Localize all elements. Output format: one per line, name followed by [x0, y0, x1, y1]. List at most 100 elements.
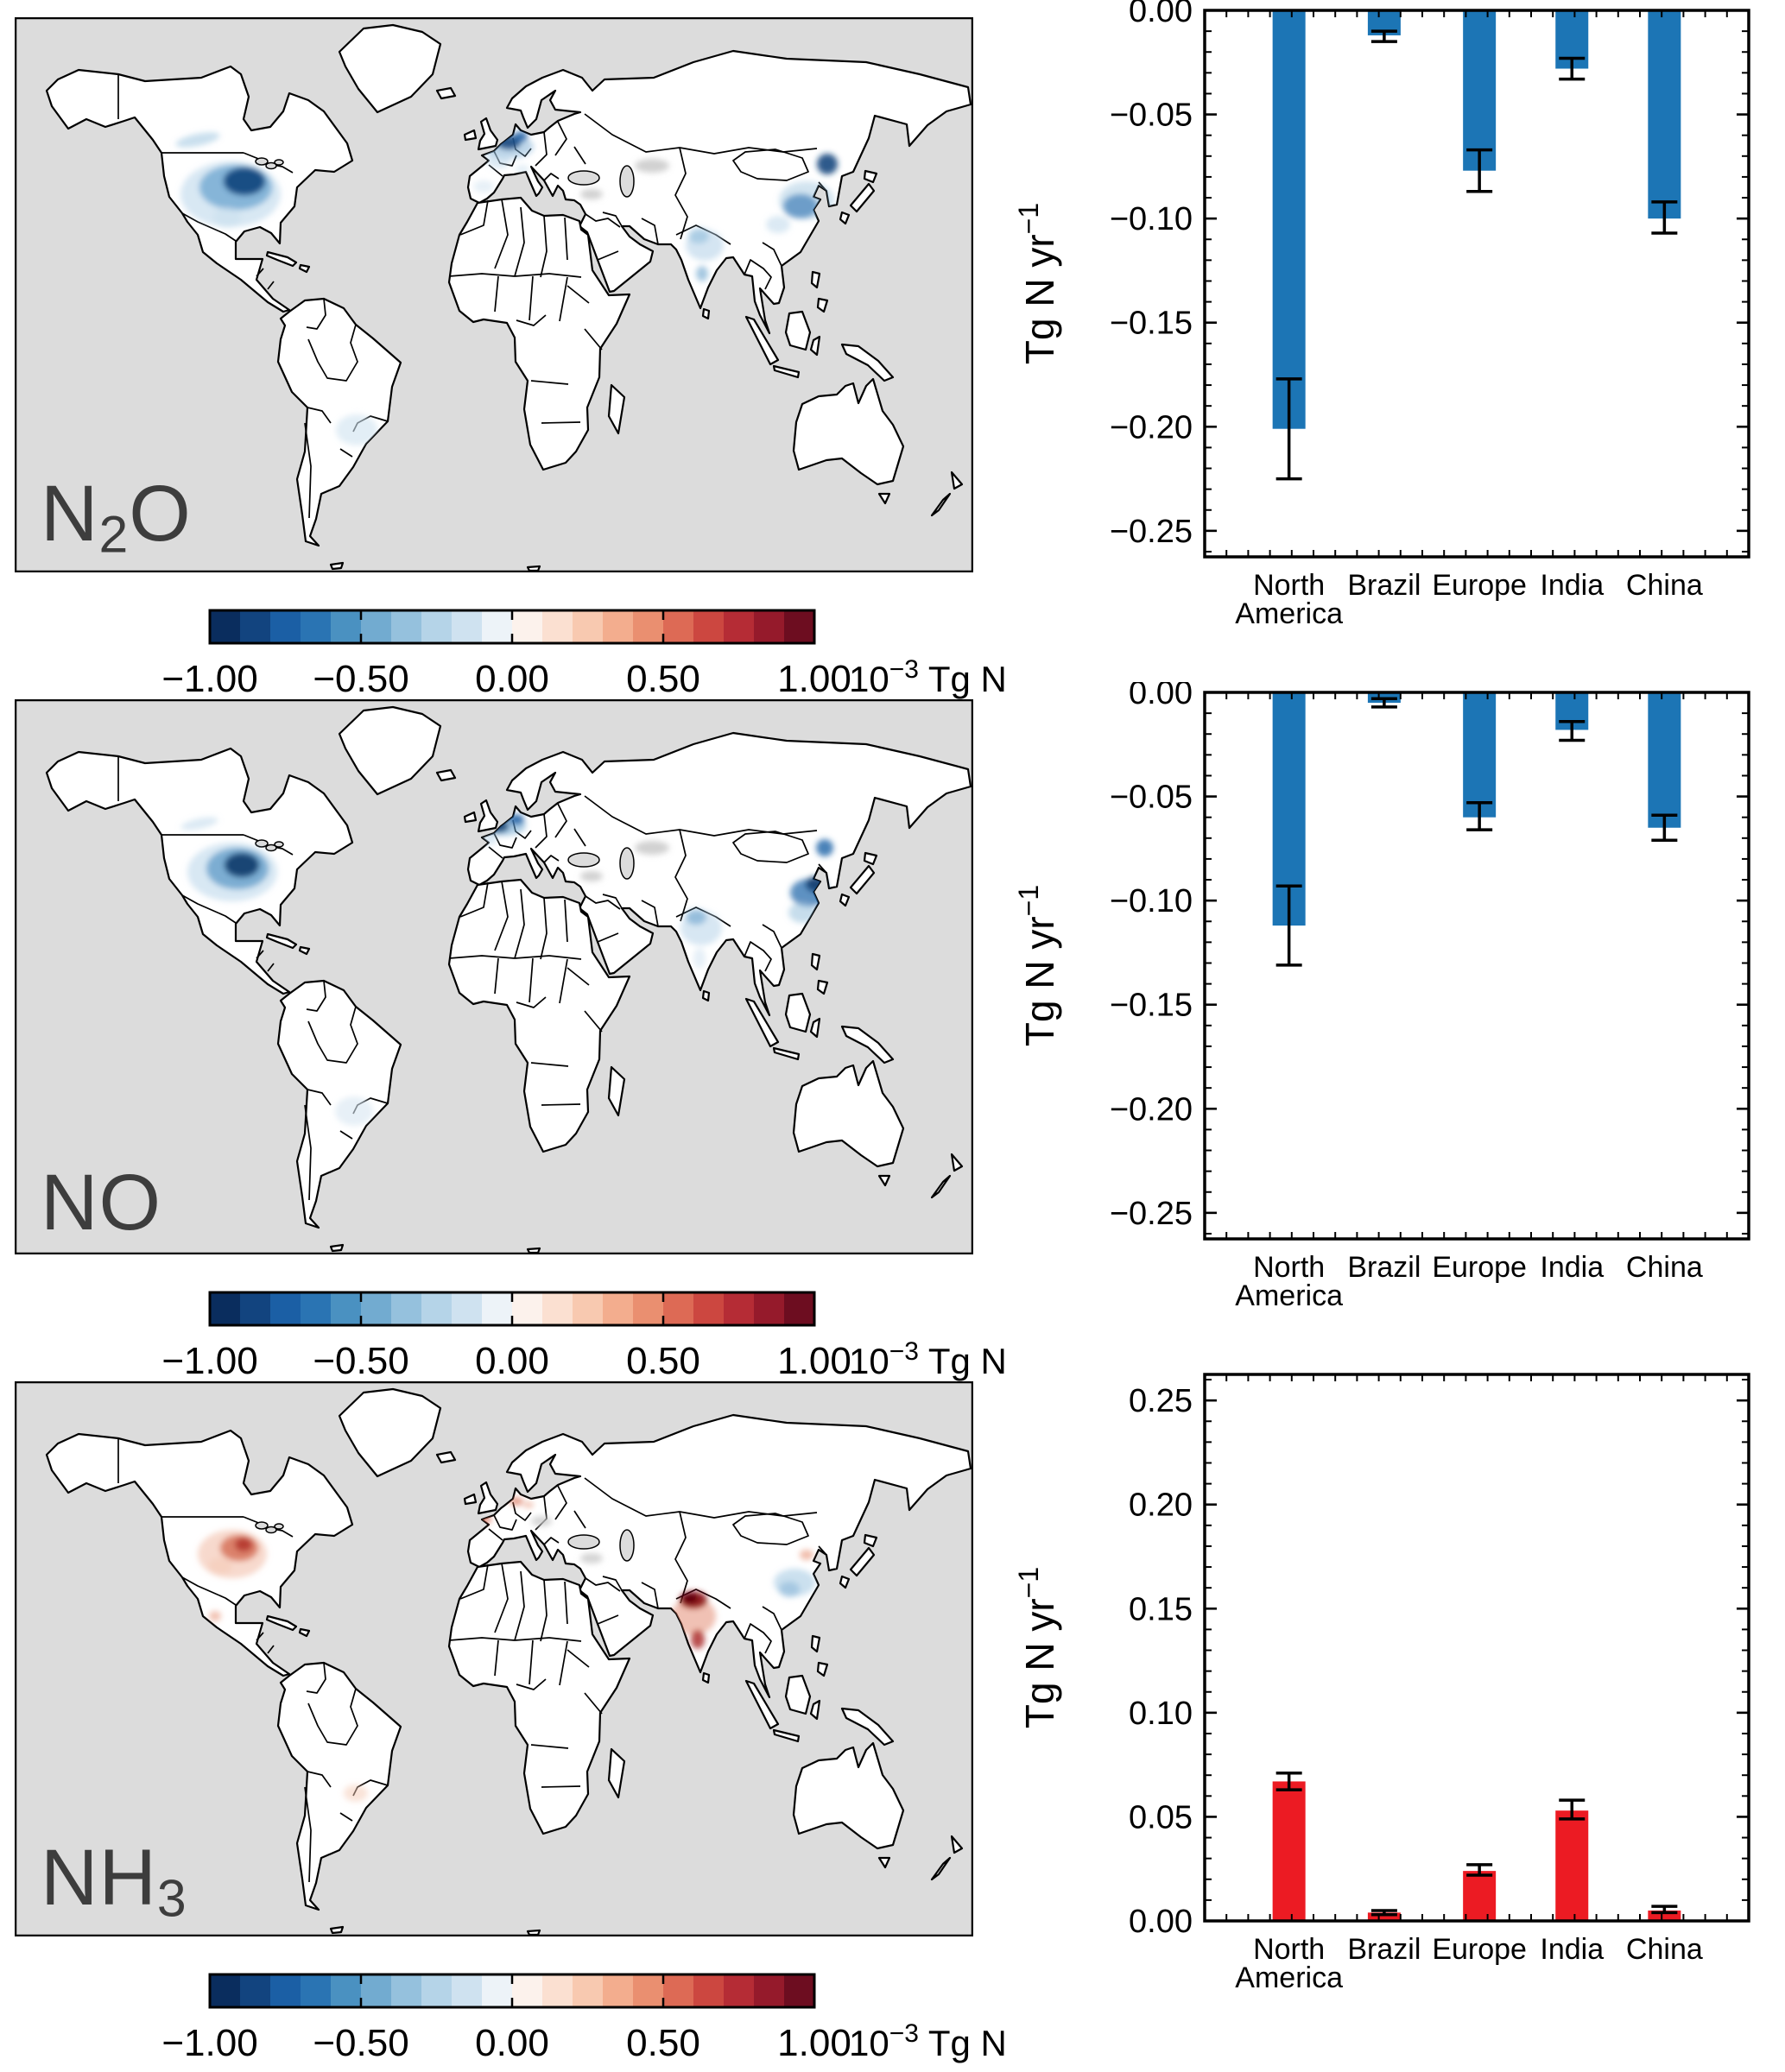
category-label: Europe	[1432, 1933, 1527, 1966]
colorbar-segment	[633, 610, 664, 643]
bar-europe	[1463, 10, 1497, 171]
y-tick-label: −0.20	[1110, 409, 1193, 445]
colorbar-segment	[754, 1292, 785, 1325]
colorbar-segment	[633, 1974, 664, 2007]
colorbar-frame	[208, 1973, 816, 2009]
colorbar-segment	[452, 610, 483, 643]
colorbar-segment	[361, 1974, 392, 2007]
category-label: America	[1235, 1279, 1343, 1312]
colorbar-tick-label: 1.00	[777, 2022, 851, 2064]
species-letter: N	[41, 1833, 99, 1922]
species-letter: N	[41, 469, 99, 558]
map-wrap-nh3: NH3	[15, 1381, 973, 1936]
flux-hotspot	[486, 153, 510, 168]
y-tick-label: 0.25	[1129, 1383, 1193, 1419]
colorbar-tick-label: 0.50	[626, 1340, 700, 1382]
colorbar-frame	[208, 1291, 816, 1327]
colorbar-tick-label: 0.50	[626, 2022, 700, 2064]
colorbar-segment	[391, 610, 422, 643]
colorbar-segment	[573, 1974, 604, 2007]
colorbar-segment	[301, 1974, 332, 2007]
colorbar-segment	[512, 610, 543, 643]
plot-frame	[1203, 1373, 1750, 1923]
category-label: India	[1540, 569, 1604, 602]
category-label: North	[1253, 569, 1325, 602]
flux-hotspot	[817, 154, 838, 174]
colorbar-segment	[421, 610, 453, 643]
category-label: Brazil	[1347, 569, 1421, 602]
flux-hotspot	[235, 1538, 252, 1551]
colorbar-segment	[301, 1292, 332, 1325]
colorbar-tick-label: −1.00	[161, 1340, 257, 1382]
colorbar-segment	[270, 1292, 301, 1325]
y-tick-label: 0.00	[1129, 0, 1193, 29]
y-tick-label: 0.00	[1129, 682, 1193, 711]
colorbar-segment	[663, 610, 694, 643]
colorbar-segment	[603, 1974, 634, 2007]
species-letter: O	[98, 1159, 162, 1247]
colorbar-tick-label: −0.50	[313, 658, 408, 700]
category-label: America	[1235, 1961, 1343, 1994]
colorbar-segment	[210, 1974, 241, 2007]
map-wrap-n2o: N2O	[15, 17, 973, 572]
bar-india	[1555, 1810, 1589, 1921]
flux-hotspot	[766, 216, 790, 233]
colorbar-segment	[240, 1974, 271, 2007]
bar-china	[1648, 692, 1681, 828]
bar-brazil	[1367, 1912, 1401, 1921]
world-map-no	[15, 699, 973, 1254]
colorbar-segment	[452, 1292, 483, 1325]
colorbar-tick-label: −0.50	[313, 2022, 408, 2064]
plot-frame	[1203, 691, 1750, 1241]
species-letter: O	[129, 469, 192, 558]
category-label: China	[1626, 1933, 1703, 1966]
flux-hotspot	[686, 909, 706, 925]
y-tick-label: −0.15	[1110, 988, 1193, 1024]
colorbar-segment	[693, 1974, 725, 2007]
y-tick-label: −0.25	[1110, 1196, 1193, 1232]
y-axis-label: Tg N yr−1	[1013, 203, 1062, 364]
category-label: North	[1253, 1251, 1325, 1284]
y-tick-label: −0.15	[1110, 306, 1193, 342]
category-label: Europe	[1432, 1251, 1527, 1284]
bar-europe	[1463, 1871, 1497, 1921]
colorbar-segment	[210, 1292, 241, 1325]
colorbar-segment	[573, 1292, 604, 1325]
flux-hotspot	[224, 167, 265, 195]
colorbar-segment	[603, 610, 634, 643]
flux-hotspot	[800, 1550, 813, 1560]
y-tick-label: 0.10	[1129, 1696, 1193, 1732]
species-label-nh3: NH3	[41, 1838, 187, 1924]
map-wrap-no: NO	[15, 699, 973, 1254]
species-label-no: NO	[41, 1163, 161, 1242]
category-label: India	[1540, 1933, 1604, 1966]
y-axis-label: Tg N yr−1	[1013, 885, 1062, 1046]
y-tick-label: −0.20	[1110, 1091, 1193, 1128]
colorbar-segment	[331, 1974, 362, 2007]
flux-hotspot	[816, 839, 833, 856]
y-tick-label: −0.05	[1110, 780, 1193, 816]
flux-hotspot	[510, 1497, 523, 1506]
flux-hotspot	[580, 189, 603, 199]
chart-panel-nh3: 0.25 0.20 0.15 0.10 0.05 0.00 Tg N yr−1 North Am…	[976, 1364, 1785, 2046]
y-axis-label: Tg N yr−1	[1013, 1567, 1062, 1728]
bar-china	[1648, 10, 1681, 219]
colorbar-segment	[542, 610, 573, 643]
colorbar-segment	[724, 1292, 755, 1325]
flux-hotspot	[682, 1593, 698, 1603]
colorbar-segment	[391, 1292, 422, 1325]
colorbar-segment	[512, 1292, 543, 1325]
y-tick-label: −0.10	[1110, 883, 1193, 919]
bar-north-america	[1272, 1781, 1306, 1921]
colorbar-segment	[633, 1292, 664, 1325]
colorbar-segment	[421, 1292, 453, 1325]
flux-hotspot	[209, 1611, 221, 1621]
colorbar-tick-label: 1.00	[777, 658, 851, 700]
colorbar-tick-label: −1.00	[161, 2022, 257, 2064]
